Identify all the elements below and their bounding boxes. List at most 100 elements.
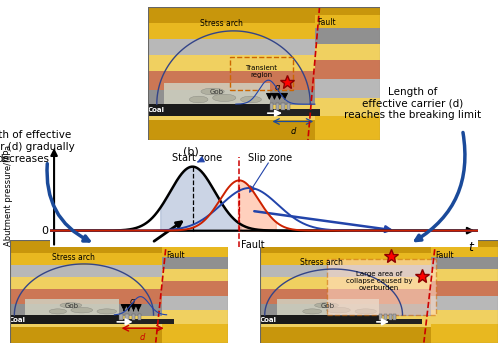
Bar <box>431 281 498 295</box>
Bar <box>260 240 498 253</box>
Bar <box>431 247 498 257</box>
Bar <box>315 79 380 98</box>
Bar <box>384 314 387 320</box>
Bar <box>10 327 228 343</box>
Bar <box>148 106 380 120</box>
Bar <box>260 253 498 265</box>
Text: Transient
region: Transient region <box>246 65 278 79</box>
Bar <box>315 28 380 44</box>
Bar <box>315 7 380 15</box>
Ellipse shape <box>240 96 262 103</box>
Bar <box>132 314 135 320</box>
Bar <box>162 281 228 295</box>
Bar <box>315 98 380 116</box>
Bar <box>10 304 228 316</box>
Text: Fault: Fault <box>436 251 454 260</box>
Text: t: t <box>468 241 473 254</box>
Bar <box>270 103 274 110</box>
Bar <box>431 240 498 247</box>
Text: Length of effective
carrier (d) gradually
decreases: Length of effective carrier (d) graduall… <box>0 130 75 164</box>
Ellipse shape <box>71 307 92 313</box>
Bar <box>260 315 379 324</box>
Text: Fault: Fault <box>317 18 336 27</box>
Bar <box>315 15 380 28</box>
Ellipse shape <box>314 303 338 308</box>
Bar <box>431 295 498 310</box>
Bar <box>126 314 129 320</box>
Ellipse shape <box>60 303 82 308</box>
Bar <box>260 290 498 304</box>
Bar <box>260 304 498 316</box>
Bar <box>379 314 382 320</box>
Text: Length of
effective carrier (d)
reaches the breaking limit: Length of effective carrier (d) reaches … <box>344 87 481 120</box>
Bar <box>162 269 228 281</box>
Bar <box>315 60 380 79</box>
Bar <box>10 277 228 290</box>
Bar <box>148 55 380 71</box>
Bar <box>379 319 422 324</box>
Bar <box>148 39 380 55</box>
Text: d: d <box>140 333 145 342</box>
Bar <box>260 265 498 277</box>
Bar <box>431 324 498 343</box>
Bar <box>162 295 228 310</box>
Bar <box>25 299 119 324</box>
Bar <box>164 83 270 116</box>
Bar <box>10 265 228 277</box>
Text: Gob: Gob <box>65 303 79 309</box>
Text: Abutment pressure/MPa: Abutment pressure/MPa <box>4 145 13 246</box>
Bar <box>162 324 228 343</box>
Bar <box>162 310 228 324</box>
Bar <box>148 23 380 39</box>
Bar <box>276 299 379 324</box>
Bar <box>10 240 228 253</box>
Ellipse shape <box>49 309 66 314</box>
Bar <box>315 44 380 60</box>
Text: q: q <box>129 297 134 306</box>
Bar <box>148 7 380 23</box>
Bar <box>431 257 498 269</box>
Bar <box>120 314 123 320</box>
Bar <box>148 120 380 140</box>
Text: Stress arch: Stress arch <box>300 258 343 267</box>
Bar <box>10 290 228 304</box>
Bar <box>431 269 498 281</box>
Bar <box>276 103 279 110</box>
Text: Gob: Gob <box>210 89 224 95</box>
Bar <box>162 240 228 247</box>
Bar <box>162 257 228 269</box>
Bar <box>119 319 174 324</box>
Bar <box>260 316 498 327</box>
Ellipse shape <box>326 307 350 313</box>
Bar <box>10 315 119 324</box>
Text: Coal: Coal <box>260 317 277 322</box>
Bar <box>138 314 141 320</box>
Bar <box>287 103 290 110</box>
Text: (b): (b) <box>182 146 198 156</box>
Text: Gob: Gob <box>320 303 334 309</box>
Ellipse shape <box>190 96 208 103</box>
Text: Coal: Coal <box>147 107 164 113</box>
Text: d: d <box>290 127 296 136</box>
Text: (b): (b) <box>257 148 270 158</box>
Bar <box>10 316 228 327</box>
Bar <box>260 327 498 343</box>
Ellipse shape <box>303 309 322 314</box>
Bar <box>260 277 498 290</box>
Bar <box>148 90 380 106</box>
Bar <box>270 109 320 116</box>
Bar <box>10 253 228 265</box>
Text: Slip zone: Slip zone <box>248 153 292 163</box>
Bar <box>282 103 284 110</box>
Bar <box>388 314 392 320</box>
Text: 0: 0 <box>41 226 48 236</box>
Bar <box>162 247 228 257</box>
Ellipse shape <box>212 94 236 101</box>
Text: Start zone: Start zone <box>172 153 222 163</box>
Text: Stress arch: Stress arch <box>52 253 94 262</box>
Text: Large area of
collapse caused by
overburden: Large area of collapse caused by overbur… <box>346 271 412 291</box>
Ellipse shape <box>355 309 376 314</box>
Text: Fault: Fault <box>166 251 185 260</box>
Bar <box>394 314 396 320</box>
Text: Stress arch: Stress arch <box>200 19 244 28</box>
